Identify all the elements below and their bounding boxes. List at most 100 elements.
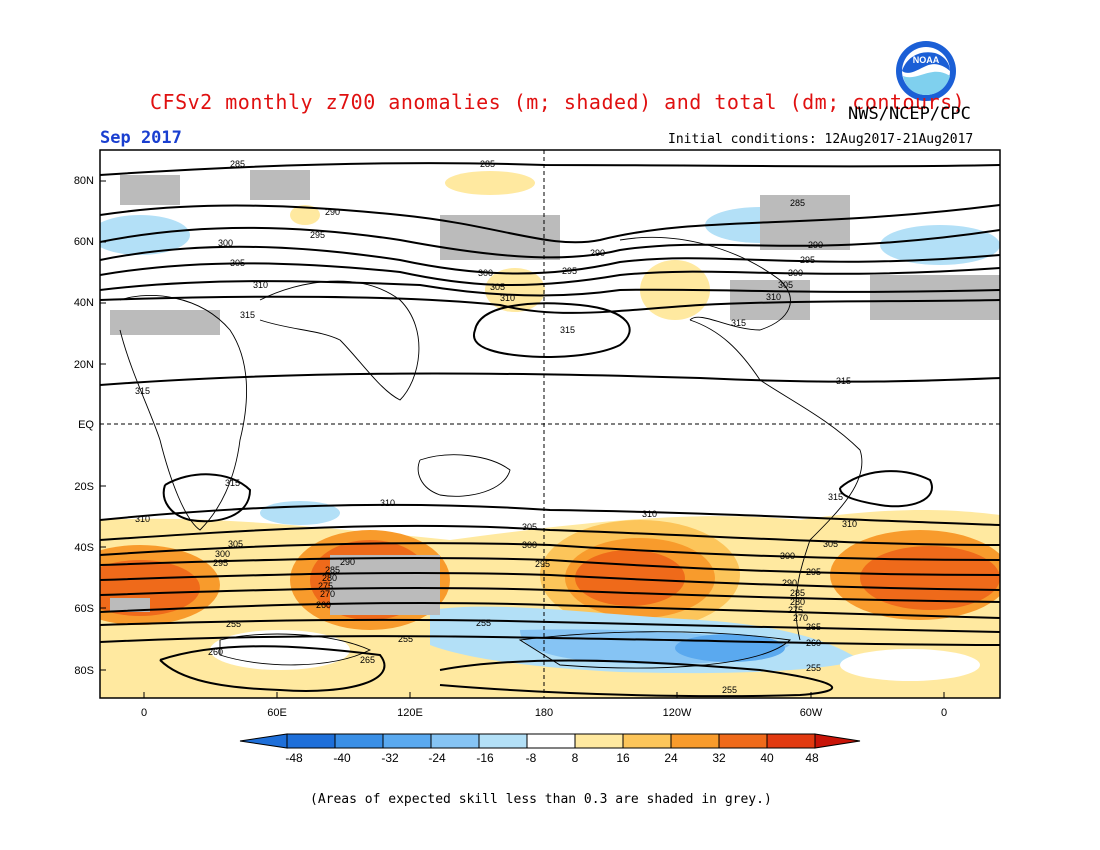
contour-label: 280 <box>322 573 337 583</box>
colorbar-tick: 8 <box>572 751 579 765</box>
contour-label: 290 <box>325 207 340 217</box>
contour-label: 315 <box>240 310 255 320</box>
contour-label: 310 <box>842 519 857 529</box>
contour-label: 260 <box>208 647 223 657</box>
contour-label: 300 <box>478 268 493 278</box>
colorbar-tick: -8 <box>526 751 537 765</box>
colorbar-arrow-left <box>239 733 288 749</box>
noaa-logo: NOAA <box>896 41 956 101</box>
lon-label: 60W <box>800 707 823 719</box>
contour-label: 315 <box>135 386 150 396</box>
contour-label: 315 <box>836 376 851 386</box>
lon-label: 180 <box>535 707 553 719</box>
contour-label: 260 <box>806 638 821 648</box>
contour-label: 285 <box>790 198 805 208</box>
lat-label: 80S <box>74 665 94 677</box>
longitude-axis: 0 60E 120E 180 120W 60W 0 <box>141 707 947 719</box>
contour-label: 300 <box>780 551 795 561</box>
contour-label: 255 <box>398 634 413 644</box>
lat-label: 80N <box>74 175 94 187</box>
lat-label: 40S <box>74 542 94 554</box>
contour-label: 270 <box>320 589 335 599</box>
contour-label: 295 <box>800 255 815 265</box>
colorbar-tick: 40 <box>760 751 774 765</box>
contour-label: 270 <box>793 613 808 623</box>
contour-label: 290 <box>808 240 823 250</box>
latitude-axis: 80N 60N 40N 20N EQ 20S 40S 60S 80S <box>74 175 95 677</box>
contour-label: 310 <box>500 293 515 303</box>
contour-label: 275 <box>788 605 803 615</box>
contour-label: 265 <box>360 655 375 665</box>
colorbar-tick: -40 <box>333 751 351 765</box>
contour-label: 295 <box>535 559 550 569</box>
contour-label: 310 <box>380 498 395 508</box>
contour-label: 290 <box>590 248 605 258</box>
lon-label: 120E <box>397 707 423 719</box>
contour-label: 255 <box>722 685 737 695</box>
contour-label: 260 <box>316 600 331 610</box>
colorbar-tick: -32 <box>381 751 399 765</box>
contour-label: 255 <box>226 619 241 629</box>
contour-label: 310 <box>766 292 781 302</box>
lon-label: 120W <box>663 707 692 719</box>
contour-label: 305 <box>228 539 243 549</box>
colorbar-tick: 16 <box>616 751 630 765</box>
contour-label: 285 <box>230 159 245 169</box>
coastlines <box>119 237 863 669</box>
contour-label: 285 <box>480 159 495 169</box>
contour-label: 255 <box>476 618 491 628</box>
colorbar-tick: 48 <box>805 751 819 765</box>
forecast-period: Sep 2017 <box>100 128 182 148</box>
contour-label: 265 <box>806 622 821 632</box>
contour-label: 305 <box>778 280 793 290</box>
contour-label: 310 <box>135 514 150 524</box>
lat-label: 20N <box>74 359 94 371</box>
contour-label: 305 <box>522 522 537 532</box>
colorbar-tick: -48 <box>285 751 303 765</box>
contour-lines <box>100 162 1000 698</box>
initial-conditions: Initial conditions: 12Aug2017-21Aug2017 <box>668 132 974 147</box>
colorbar-tick: 32 <box>712 751 726 765</box>
contour-label: 285 <box>790 588 805 598</box>
contour-label: 300 <box>218 238 233 248</box>
contour-label: 315 <box>828 492 843 502</box>
contour-label: 295 <box>562 266 577 276</box>
chart-title: CFSv2 monthly z700 anomalies (m; shaded)… <box>150 90 966 114</box>
contour-label: 295 <box>213 558 228 568</box>
lon-label: 60E <box>267 707 287 719</box>
lat-label: EQ <box>78 419 94 431</box>
colorbar-tick: -16 <box>476 751 494 765</box>
colorbar-tick: -24 <box>428 751 446 765</box>
lon-label: 0 <box>941 707 947 719</box>
lat-label: 20S <box>74 481 94 493</box>
contour-label: 295 <box>310 230 325 240</box>
contour-label: 315 <box>225 478 240 488</box>
contour-label: 295 <box>806 567 821 577</box>
contour-label: 290 <box>782 578 797 588</box>
lat-label: 60N <box>74 236 94 248</box>
lon-label: 0 <box>141 707 147 719</box>
agency-label: NWS/NCEP/CPC <box>848 104 971 124</box>
contour-label: 300 <box>522 540 537 550</box>
skill-footnote: (Areas of expected skill less than 0.3 a… <box>310 792 772 807</box>
colorbar-ticks: -48 -40 -32 -24 -16 -8 8 16 24 32 40 48 <box>285 751 819 765</box>
contour-label: 290 <box>340 557 355 567</box>
contour-label: 310 <box>253 280 268 290</box>
contour-label: 305 <box>823 539 838 549</box>
contour-label: 305 <box>490 282 505 292</box>
logo-text: NOAA <box>913 55 940 65</box>
contour-label: 300 <box>788 268 803 278</box>
colorbar <box>239 733 861 749</box>
contour-value-labels: 285 285 285 290 295 300 305 310 315 290 … <box>135 159 857 695</box>
contour-label: 300 <box>215 549 230 559</box>
contour-label: 285 <box>325 565 340 575</box>
contour-label: 315 <box>731 318 746 328</box>
lat-label: 40N <box>74 297 94 309</box>
lat-label: 60S <box>74 603 94 615</box>
contour-label: 310 <box>642 509 657 519</box>
contour-label: 275 <box>318 581 333 591</box>
contour-label: 255 <box>806 663 821 673</box>
contour-label: 280 <box>790 597 805 607</box>
colorbar-arrow-right <box>814 733 861 749</box>
